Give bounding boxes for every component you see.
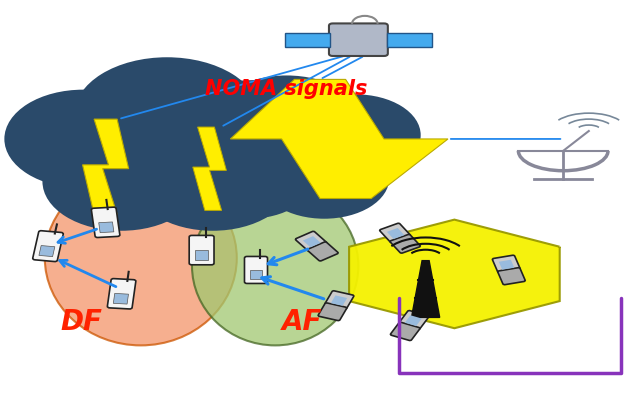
Polygon shape [412,260,440,318]
Text: DF: DF [61,308,103,335]
Circle shape [75,58,259,172]
Circle shape [211,77,362,170]
FancyBboxPatch shape [399,310,429,329]
Polygon shape [349,220,560,328]
FancyBboxPatch shape [498,268,525,285]
FancyBboxPatch shape [244,256,268,283]
FancyBboxPatch shape [387,228,404,239]
Text: NOMA signals: NOMA signals [205,79,367,99]
FancyBboxPatch shape [331,295,347,306]
FancyBboxPatch shape [329,23,388,56]
FancyBboxPatch shape [113,293,129,304]
Circle shape [44,133,199,230]
FancyBboxPatch shape [189,235,214,265]
FancyBboxPatch shape [39,245,55,256]
FancyBboxPatch shape [99,222,114,233]
Circle shape [173,81,328,178]
Polygon shape [83,119,129,214]
Circle shape [5,91,161,187]
Ellipse shape [45,171,237,345]
Circle shape [135,133,291,230]
FancyBboxPatch shape [285,33,330,47]
FancyBboxPatch shape [390,234,420,253]
FancyBboxPatch shape [387,33,432,47]
Circle shape [260,138,388,218]
FancyBboxPatch shape [307,242,338,261]
FancyBboxPatch shape [325,291,354,309]
FancyBboxPatch shape [390,322,420,341]
FancyBboxPatch shape [33,231,63,262]
Circle shape [185,138,313,218]
FancyBboxPatch shape [405,315,422,326]
Text: AF: AF [282,308,322,335]
FancyBboxPatch shape [195,250,209,260]
FancyBboxPatch shape [108,279,136,309]
FancyBboxPatch shape [499,260,515,270]
Polygon shape [193,127,227,210]
FancyBboxPatch shape [380,223,410,243]
FancyBboxPatch shape [303,236,321,247]
FancyBboxPatch shape [296,231,326,251]
FancyBboxPatch shape [318,303,347,321]
FancyBboxPatch shape [492,255,520,273]
Circle shape [154,103,282,183]
FancyBboxPatch shape [250,270,262,279]
Polygon shape [230,79,448,198]
Ellipse shape [192,187,358,345]
FancyBboxPatch shape [92,207,120,237]
Circle shape [292,95,420,175]
